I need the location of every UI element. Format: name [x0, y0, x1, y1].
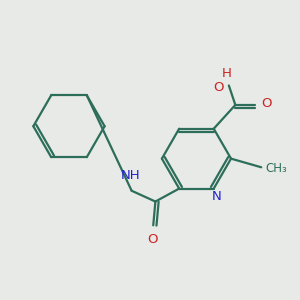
Text: O: O — [147, 233, 158, 246]
Text: CH₃: CH₃ — [266, 162, 287, 175]
Text: O: O — [213, 81, 223, 94]
Text: H: H — [222, 67, 232, 80]
Text: O: O — [261, 98, 272, 110]
Text: N: N — [212, 190, 222, 202]
Text: NH: NH — [121, 169, 140, 182]
